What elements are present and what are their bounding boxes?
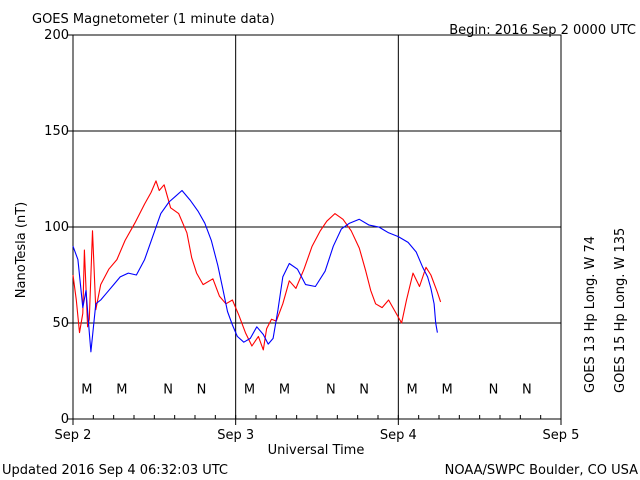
noon-midnight-marker: M xyxy=(81,382,92,397)
x-tick-label: Sep 3 xyxy=(217,428,254,443)
y-tick-label: 100 xyxy=(44,220,69,235)
noon-midnight-marker: N xyxy=(359,382,369,397)
y-tick-label: 150 xyxy=(44,124,69,139)
noon-midnight-marker: M xyxy=(407,382,418,397)
noon-midnight-marker: N xyxy=(326,382,336,397)
noon-midnight-marker: M xyxy=(442,382,453,397)
noon-midnight-marker: N xyxy=(163,382,173,397)
legend-goes13: GOES 13 Hp Long. W 74 xyxy=(583,236,598,393)
y-tick-label: 50 xyxy=(52,316,69,331)
credit-label: NOAA/SWPC Boulder, CO USA xyxy=(445,463,638,478)
series-line-goes15 xyxy=(72,189,438,353)
noon-midnight-marker: M xyxy=(116,382,127,397)
legend-goes15: GOES 15 Hp Long. W 135 xyxy=(613,228,628,393)
noon-midnight-marker: M xyxy=(244,382,255,397)
noon-midnight-marker: N xyxy=(489,382,499,397)
y-tick-label: 0 xyxy=(61,412,69,427)
updated-timestamp: Updated 2016 Sep 4 06:32:03 UTC xyxy=(2,463,228,478)
chart-title: GOES Magnetometer (1 minute data) xyxy=(32,12,275,27)
x-tick-label: Sep 5 xyxy=(543,428,580,443)
begin-label: Begin: 2016 Sep 2 0000 UTC xyxy=(449,23,636,38)
x-tick-label: Sep 4 xyxy=(380,428,417,443)
noon-midnight-marker: N xyxy=(522,382,532,397)
noon-midnight-marker: N xyxy=(197,382,207,397)
y-axis-label: NanoTesla (nT) xyxy=(14,202,29,298)
x-tick-label: Sep 2 xyxy=(55,428,92,443)
noon-midnight-marker: M xyxy=(279,382,290,397)
series-line-goes13 xyxy=(72,180,442,351)
y-tick-label: 200 xyxy=(44,28,69,43)
x-axis-label: Universal Time xyxy=(268,443,365,458)
